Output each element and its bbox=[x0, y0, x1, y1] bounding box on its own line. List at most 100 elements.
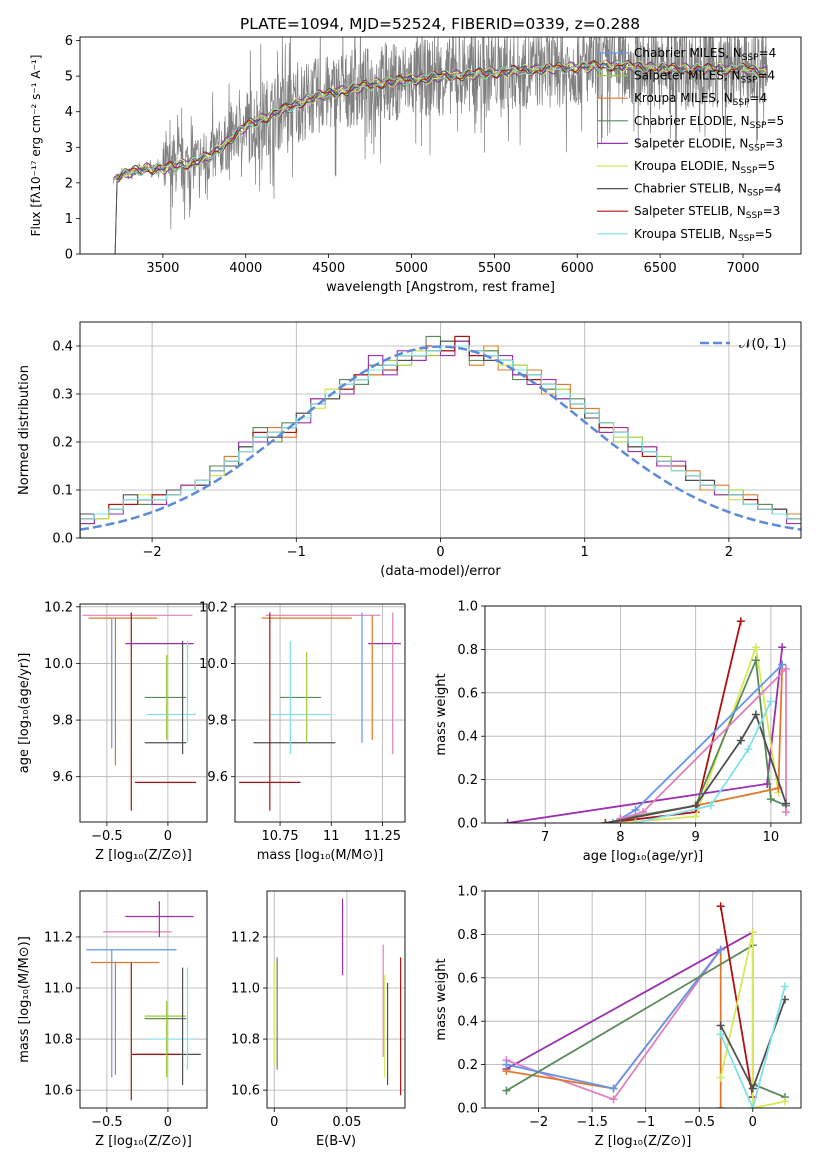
weight-line bbox=[505, 931, 754, 1070]
axes-frame bbox=[79, 36, 802, 255]
tick-label-x: 8 bbox=[616, 830, 624, 845]
panel-mass-weight-vs-age: 7 8 9 10 0.0 0.2 0.4 0.6 0.8 1.0 age [log₁₀(age/yr… bbox=[434, 600, 802, 864]
axis-label-x: E(B-V) bbox=[316, 1134, 356, 1149]
tick-label-y: 10.0 bbox=[199, 657, 228, 672]
tick-label-x: 4500 bbox=[312, 261, 345, 276]
weight-marker bbox=[748, 928, 757, 937]
tick-label-y: 0.1 bbox=[52, 484, 73, 499]
legend-entry: Salpeter ELODIE, NSSP=3 bbox=[634, 136, 783, 153]
axes-frame bbox=[79, 603, 208, 823]
weight-marker bbox=[502, 1086, 511, 1095]
weight-marker bbox=[503, 819, 512, 823]
weight-marker bbox=[601, 819, 610, 823]
tick-label-y: 9.6 bbox=[207, 770, 228, 785]
tick-label-x: −0.5 bbox=[91, 829, 123, 844]
tick-label-y: 0.0 bbox=[52, 532, 73, 547]
tick-label-y: 11.0 bbox=[44, 982, 73, 997]
tick-label-x: 0.05 bbox=[332, 1115, 361, 1130]
legend-entry: Salpeter MILES, NSSP=4 bbox=[634, 69, 775, 86]
plot-area bbox=[502, 902, 789, 1108]
tick-label-x: 6000 bbox=[561, 261, 594, 276]
weight-marker bbox=[616, 814, 625, 823]
weight-marker bbox=[631, 819, 640, 823]
axis-label-x: Z [log₁₀(Z/Z⊙)] bbox=[95, 848, 192, 863]
tick-label-x: 3500 bbox=[146, 261, 179, 276]
tick-label-x: −0.5 bbox=[683, 1115, 715, 1130]
weight-marker bbox=[736, 736, 745, 745]
weight-marker bbox=[631, 805, 640, 814]
plot-area bbox=[503, 617, 790, 823]
plot-area bbox=[80, 335, 801, 538]
tick-label-x: 0 bbox=[749, 1115, 757, 1130]
tick-label-x: 5500 bbox=[478, 261, 511, 276]
tick-label-y: 11.0 bbox=[231, 982, 260, 997]
tick-label-x: −1 bbox=[636, 1115, 655, 1130]
tick-label-x: 1 bbox=[581, 545, 589, 560]
panel-mass-vs-EBV: 0 0.05 10.6 10.8 11.0 11.2 E(B-V) bbox=[231, 890, 406, 1149]
axis-label-y: mass weight bbox=[434, 673, 449, 755]
tick-label-y: 0.4 bbox=[457, 1015, 478, 1030]
plot-area bbox=[239, 612, 401, 811]
tick-label-x: 4000 bbox=[229, 261, 262, 276]
weight-line bbox=[719, 932, 786, 1108]
weight-marker bbox=[748, 1104, 757, 1108]
model-line bbox=[113, 59, 768, 254]
weight-marker bbox=[748, 1084, 757, 1093]
tick-label-x: −1.5 bbox=[576, 1115, 608, 1130]
weight-marker bbox=[716, 1104, 725, 1108]
weight-line bbox=[719, 986, 786, 1108]
weight-marker bbox=[691, 812, 700, 821]
tick-label-x: 11 bbox=[323, 829, 340, 844]
model-line bbox=[116, 59, 767, 181]
model-line bbox=[113, 59, 768, 254]
tick-label-y: 2 bbox=[65, 176, 73, 191]
tick-label-x: 0 bbox=[436, 545, 444, 560]
axis-label-x: Z [log₁₀(Z/Z⊙)] bbox=[95, 1134, 192, 1149]
axis-label-y: mass weight bbox=[434, 958, 449, 1040]
tick-label-x: 10.75 bbox=[261, 829, 298, 844]
weight-marker bbox=[716, 902, 725, 911]
tick-label-y: 6 bbox=[65, 34, 73, 49]
tick-label-y: 0.4 bbox=[457, 730, 478, 745]
tick-label-x: 10 bbox=[763, 830, 780, 845]
panel-age-vs-mass: 10.75 11 11.25 9.6 9.8 10.0 10.2 mass [log₁₀(M/… bbox=[199, 600, 406, 863]
tick-label-x: 7000 bbox=[726, 261, 759, 276]
weight-marker bbox=[716, 1030, 725, 1039]
tick-label-y: 5 bbox=[65, 70, 73, 85]
tick-label-y: 10.8 bbox=[44, 1033, 73, 1048]
legend-entry: Salpeter STELIB, NSSP=3 bbox=[634, 204, 780, 221]
weight-marker bbox=[639, 808, 647, 817]
weight-marker bbox=[609, 1084, 618, 1093]
tick-label-y: 4 bbox=[65, 105, 73, 120]
axis-label-x: age [log₁₀(age/yr)] bbox=[583, 849, 704, 864]
axes-frame bbox=[484, 890, 802, 1109]
weight-marker bbox=[706, 801, 715, 810]
weight-marker bbox=[781, 808, 790, 817]
weight-marker bbox=[609, 1095, 618, 1104]
weight-marker bbox=[781, 799, 790, 808]
weight-marker bbox=[751, 656, 760, 665]
tick-label-y: 10.2 bbox=[199, 600, 228, 615]
weight-marker bbox=[778, 643, 787, 652]
tick-label-y: 0 bbox=[65, 248, 73, 263]
tick-label-x: −1 bbox=[287, 545, 306, 560]
tick-label-x: 11.25 bbox=[364, 829, 401, 844]
weight-marker bbox=[778, 660, 787, 669]
tick-label-y: 0.3 bbox=[52, 388, 73, 403]
figure-title: PLATE=1094, MJD=52524, FIBERID=0339, z=0… bbox=[240, 15, 640, 33]
tick-label-y: 0.0 bbox=[457, 817, 478, 832]
legend-entry: Chabrier STELIB, NSSP=4 bbox=[634, 182, 782, 199]
tick-label-y: 9.8 bbox=[207, 714, 228, 729]
tick-label-y: 10.6 bbox=[44, 1084, 73, 1099]
tick-label-y: 0.6 bbox=[457, 971, 478, 986]
legend-entry: Kroupa MILES, NSSP=4 bbox=[634, 91, 767, 108]
panels: Chabrier MILES, NSSP=4 Salpeter MILES, NS… bbox=[17, 34, 802, 1149]
weight-marker bbox=[608, 819, 617, 823]
normal-curve bbox=[80, 345, 801, 531]
tick-label-x: −2 bbox=[143, 545, 162, 560]
panel-spectrum: Chabrier MILES, NSSP=4 Salpeter MILES, NS… bbox=[29, 34, 802, 295]
plot-area bbox=[86, 901, 201, 1101]
model-line bbox=[119, 60, 767, 177]
axis-label-x: mass [log₁₀(M/M⊙)] bbox=[257, 848, 384, 863]
tick-label-y: 11.2 bbox=[44, 930, 73, 945]
